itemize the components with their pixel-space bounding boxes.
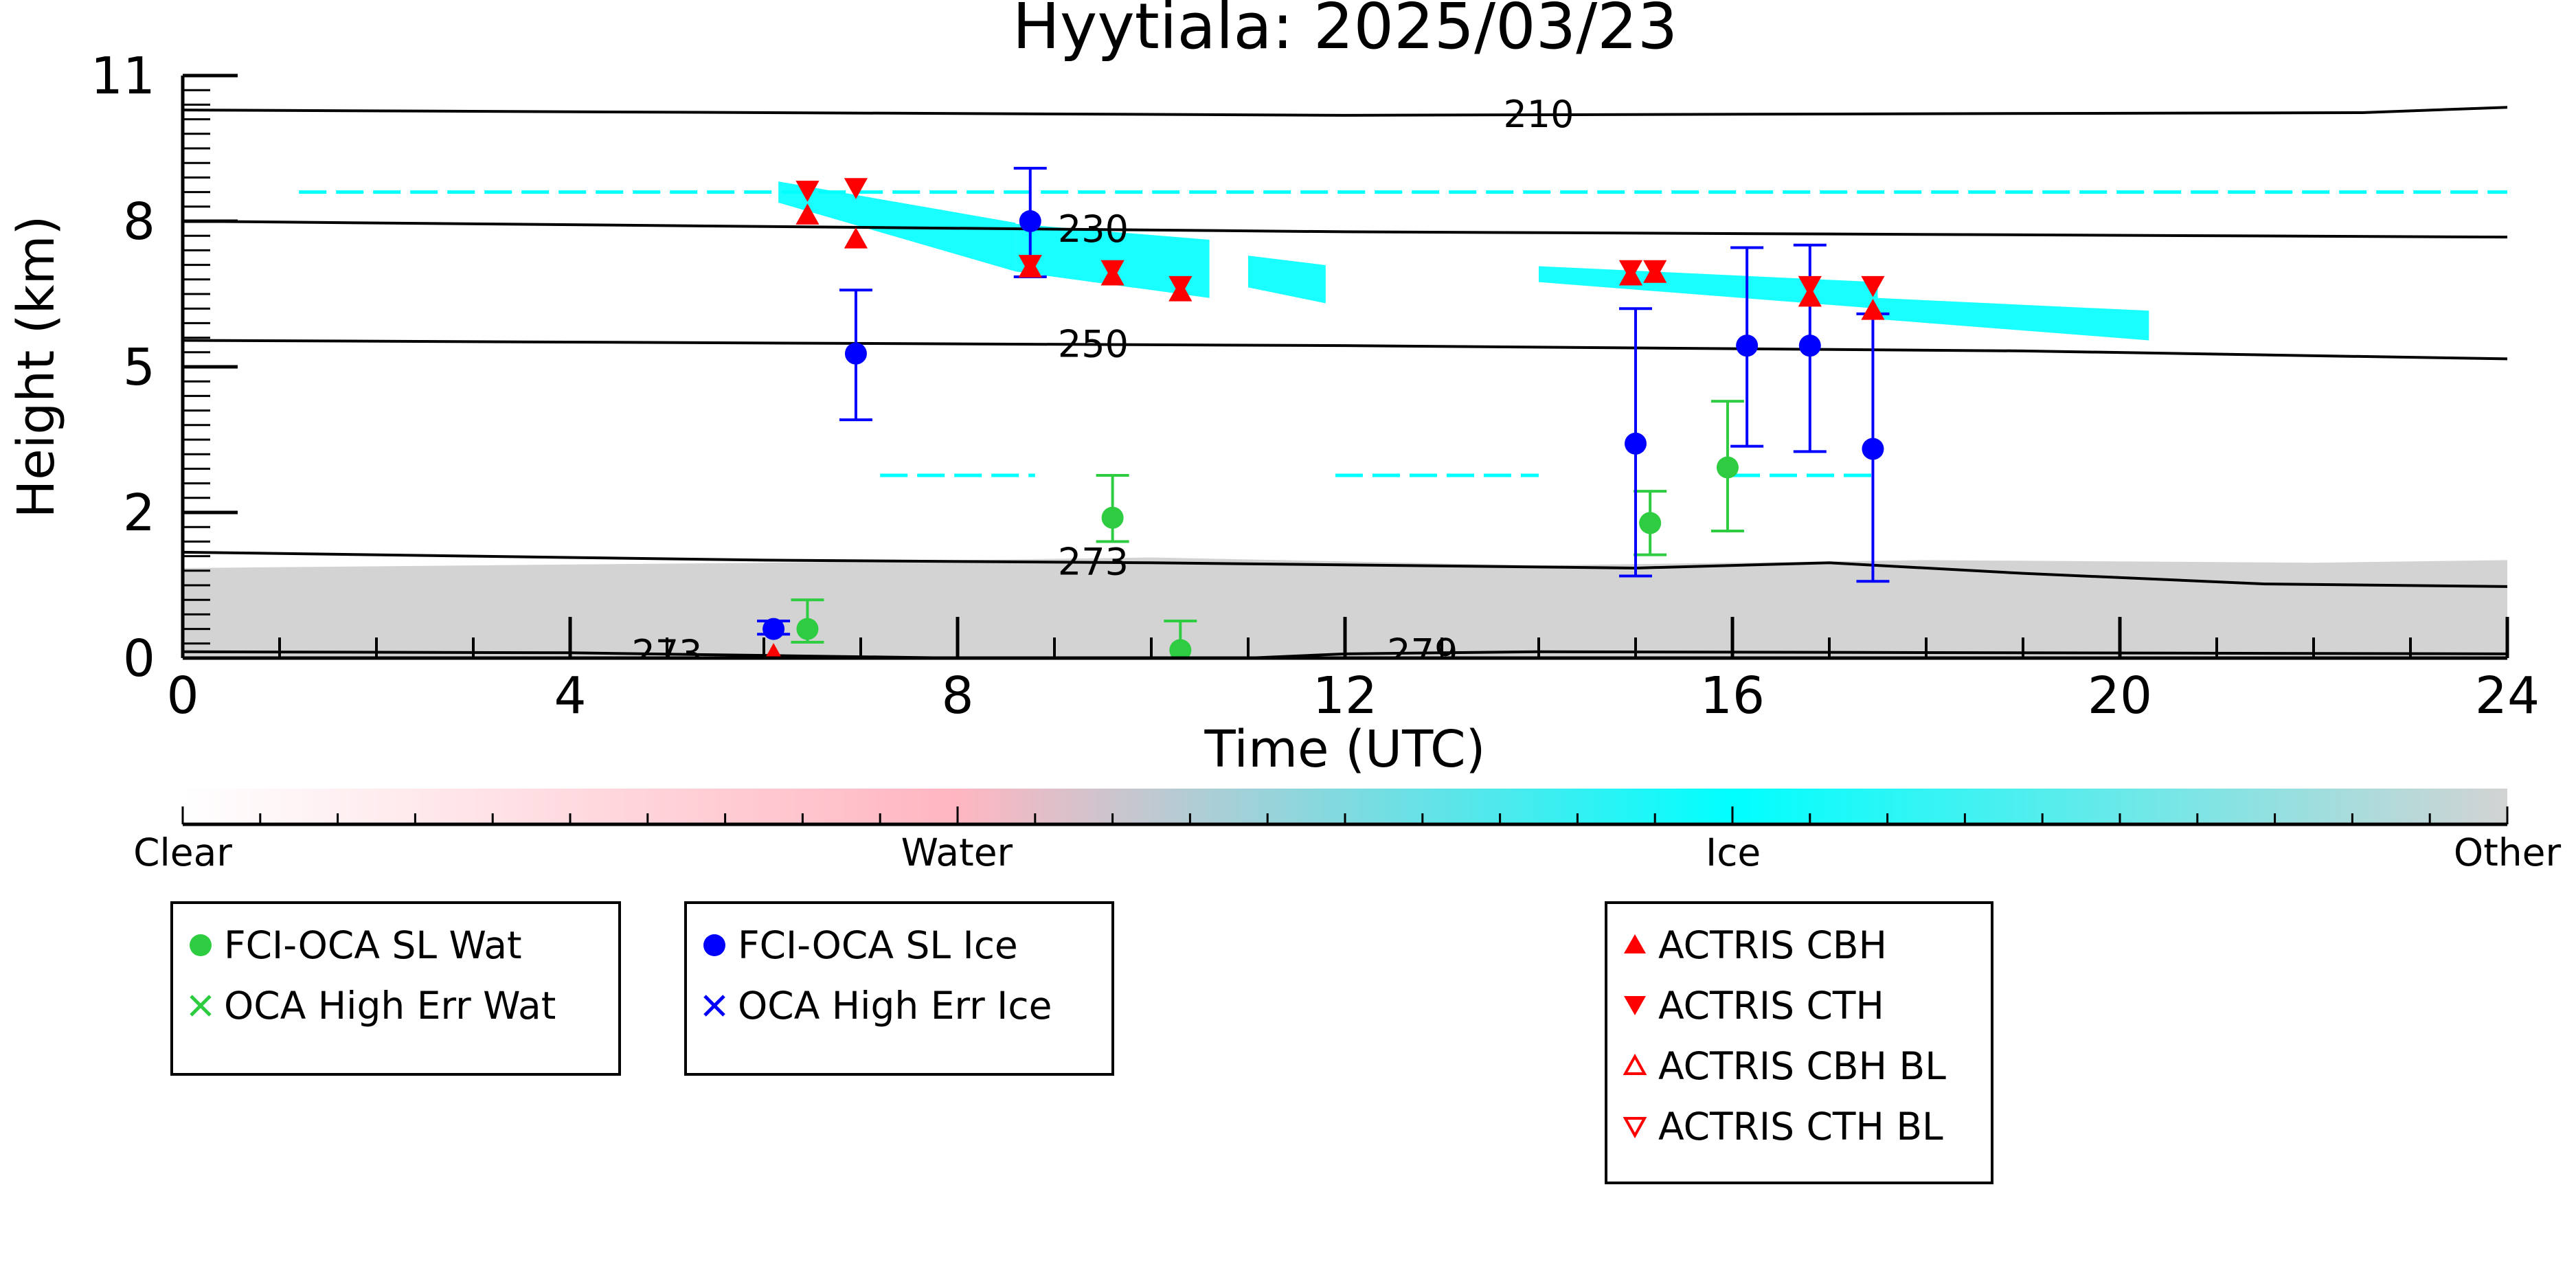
y-tick-label: 8: [123, 192, 155, 251]
legend-entry: ACTRIS CBH: [1621, 923, 1887, 967]
data-point: [1716, 456, 1739, 479]
legend-label: FCI-OCA SL Ice: [738, 923, 1018, 967]
isotherm-line: [183, 220, 2507, 239]
data-point: [1168, 275, 1193, 297]
series-actris-cth: [795, 178, 1885, 297]
legend-box: FCI-OCA SL Wat OCA High Err Wat: [170, 901, 621, 1076]
data-point: [765, 643, 782, 658]
colorbar-label: Clear: [133, 831, 232, 874]
y-tick-label: 5: [123, 338, 155, 397]
y-tick-label: 11: [91, 47, 155, 106]
data-point: [1798, 335, 1821, 357]
x-axis-label: Time (UTC): [1204, 720, 1485, 779]
isotherm-line: [183, 339, 2507, 361]
colorbar-label: Other: [2454, 831, 2562, 874]
x-tick-label: 16: [1700, 666, 1765, 725]
series-fci-oca-sl-wat: [791, 400, 1744, 658]
isotherm-label: 210: [1503, 93, 1574, 136]
legend-label: ACTRIS CBH BL: [1658, 1044, 1946, 1088]
data-point: [844, 227, 868, 249]
data-point: [1736, 335, 1759, 357]
data-point: [1100, 260, 1125, 282]
series-fci-oca-sl-ice: [757, 166, 1890, 640]
legend-label: ACTRIS CTH: [1658, 984, 1884, 1028]
legend-label: FCI-OCA SL Wat: [224, 923, 522, 967]
ice-cloud-patch: [1539, 266, 1878, 309]
legend-entry: OCA High Err Wat: [187, 984, 556, 1028]
ice-cloud-patch: [1248, 256, 1326, 304]
y-axis-label: Height (km): [7, 216, 66, 519]
legend-box: FCI-OCA SL Ice OCA High Err Ice: [684, 901, 1114, 1076]
colorbar-label: Water: [901, 831, 1013, 874]
data-point: [1639, 512, 1662, 534]
isotherm-label: 230: [1058, 207, 1129, 251]
isotherm-line: [183, 550, 2507, 588]
legend-entry: FCI-OCA SL Wat: [187, 923, 522, 967]
data-point: [1643, 260, 1667, 282]
isotherm-label: 250: [1058, 322, 1129, 365]
x-tick-label: 12: [1313, 666, 1377, 725]
x-tick-label: 4: [554, 666, 586, 725]
legend-entry: ACTRIS CTH BL: [1621, 1105, 1943, 1149]
data-point: [1625, 432, 1647, 455]
isotherm-label: 279: [1387, 631, 1458, 675]
chart-title: Hyytiala: 2025/03/23: [1013, 0, 1678, 63]
legend-label: ACTRIS CBH: [1658, 923, 1887, 967]
data-point: [844, 342, 867, 365]
colorbar-label: Ice: [1706, 831, 1761, 874]
data-point: [1861, 299, 1885, 320]
data-point: [1101, 506, 1124, 529]
data-point: [1861, 275, 1885, 297]
data-point: [796, 618, 819, 640]
x-tick-label: 20: [2088, 666, 2152, 725]
legend-entry: ACTRIS CTH: [1621, 984, 1884, 1028]
isotherm-line: [183, 106, 2507, 117]
data-point: [844, 178, 868, 199]
legend-label: ACTRIS CTH BL: [1658, 1105, 1943, 1149]
legend-entry: FCI-OCA SL Ice: [701, 923, 1018, 967]
ice-cloud-patch: [1877, 297, 2149, 341]
data-point: [1018, 255, 1042, 276]
data-point: [1169, 639, 1192, 658]
data-point: [1862, 438, 1884, 460]
legend-entry: ACTRIS CBH BL: [1621, 1044, 1946, 1088]
legend-entry: OCA High Err Ice: [701, 984, 1052, 1028]
data-point: [1798, 275, 1822, 297]
x-tick-label: 0: [166, 666, 199, 725]
data-point: [1019, 210, 1041, 232]
x-tick-label: 24: [2475, 666, 2540, 725]
isotherm-label: 273: [1058, 541, 1129, 584]
data-point: [762, 618, 785, 640]
data-point: [795, 203, 820, 225]
x-tick-label: 8: [941, 666, 973, 725]
data-point: [795, 181, 820, 202]
legend-label: OCA High Err Wat: [224, 984, 556, 1028]
legend-label: OCA High Err Ice: [738, 984, 1052, 1028]
y-tick-label: 0: [123, 629, 155, 688]
y-tick-label: 2: [123, 484, 155, 543]
data-point: [1618, 260, 1643, 282]
legend-box: ACTRIS CBH ACTRIS CTH ACTRIS CBH BL ACTRIS …: [1605, 901, 1993, 1184]
colorbar: Clear Water Ice Other: [133, 789, 2561, 874]
